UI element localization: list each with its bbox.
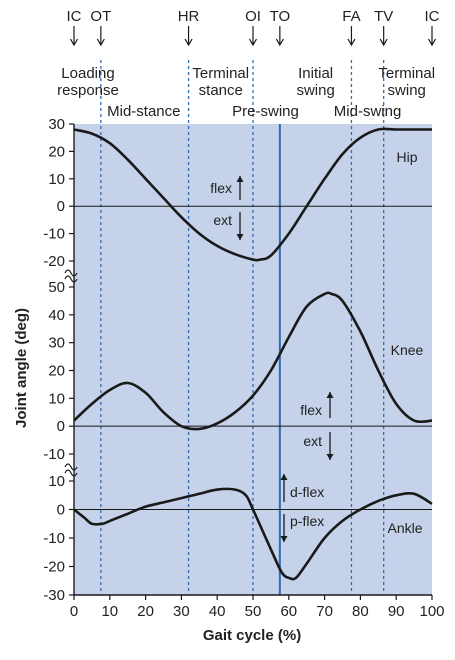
x-tick-label: 70 — [316, 603, 333, 620]
y-tick-label: 10 — [48, 473, 65, 490]
x-tick-label: 0 — [70, 603, 78, 620]
y-tick-label: 10 — [48, 171, 65, 188]
knee-curve — [73, 291, 433, 431]
x-tick-label: 20 — [137, 603, 154, 620]
flex-direction-label: flex — [300, 402, 322, 418]
event-arrow-head — [96, 38, 105, 47]
ext-direction-label: ext — [303, 433, 322, 449]
phase-label: Initial — [298, 65, 333, 82]
axis-break-mark — [64, 269, 78, 277]
y-tick-label: 0 — [57, 418, 65, 435]
phase-label: Terminal — [192, 65, 249, 82]
event-markers: IC OT HR OI TO FA TV IC — [67, 8, 440, 47]
hip-panel-label: Hip — [396, 149, 417, 165]
y-tick-label: -10 — [43, 530, 65, 547]
phase-label: Loading — [61, 65, 114, 82]
axis-break-mark — [64, 463, 78, 471]
x-tick-label: 80 — [352, 603, 369, 620]
event-arrow-head — [275, 38, 284, 47]
y-tick-label: 30 — [48, 116, 65, 133]
x-axis-title: Gait cycle (%) — [203, 627, 301, 644]
up-arrow-head — [236, 176, 244, 182]
event-arrow-head — [248, 38, 258, 47]
phase-label: swing — [296, 82, 334, 99]
x-tick-label: 10 — [101, 603, 118, 620]
down-arrow-head — [236, 234, 244, 240]
y-axis: 30 20 10 0 -10 -20 50 40 30 20 10 0 -10 10 0 -10 -20 -30 — [43, 116, 78, 604]
y-tick-label: 50 — [48, 279, 65, 296]
y-tick-label: 0 — [57, 502, 65, 519]
axis-break-mark — [64, 469, 78, 477]
event-lines — [100, 60, 385, 595]
x-tick-label: 40 — [209, 603, 226, 620]
event-label-tv: TV — [374, 8, 393, 25]
down-arrow-head — [326, 454, 334, 460]
event-label-ic: IC — [425, 8, 440, 25]
phase-labels: LoadingresponseMid-stanceTerminalstanceP… — [57, 65, 435, 120]
event-arrow-head — [379, 38, 388, 47]
y-axis-title: Joint angle (deg) — [13, 308, 30, 428]
ankle-curve — [73, 487, 433, 581]
event-label-oi: OI — [245, 8, 261, 25]
event-label-fa: FA — [342, 8, 360, 25]
axis-break-mark — [64, 275, 78, 283]
phase-label: swing — [388, 82, 426, 99]
event-arrow-head — [347, 38, 356, 47]
x-tick-label: 50 — [245, 603, 262, 620]
knee-panel-label: Knee — [391, 342, 424, 358]
event-arrow-head — [427, 38, 437, 47]
y-tick-label: 20 — [48, 363, 65, 380]
ankle-panel-label: Ankle — [387, 520, 422, 536]
phase-label: Mid-swing — [334, 103, 402, 120]
y-tick-label: 20 — [48, 143, 65, 160]
y-tick-label: 40 — [48, 307, 65, 324]
event-arrow-head — [69, 38, 79, 47]
curves — [73, 127, 433, 581]
phase-label: response — [57, 82, 119, 99]
ext-direction-label: p-flex — [290, 513, 324, 529]
phase-label: Mid-stance — [107, 103, 180, 120]
phase-label: Terminal — [378, 65, 435, 82]
event-label-ot: OT — [90, 8, 111, 25]
phase-label: Pre-swing — [232, 103, 299, 120]
panel-annotations: Hip flex ext Knee flex ext Ankle d-flex p-flex — [210, 149, 424, 542]
up-arrow-head — [280, 474, 288, 480]
ext-direction-label: ext — [213, 212, 232, 228]
y-tick-label: -10 — [43, 446, 65, 463]
event-label-to: TO — [270, 8, 291, 25]
up-arrow-head — [326, 392, 334, 398]
x-axis: 0 10 20 30 40 50 60 70 80 90 100 — [70, 594, 445, 620]
hip-curve — [73, 127, 432, 262]
y-tick-label: -10 — [43, 226, 65, 243]
y-tick-label: -30 — [43, 587, 65, 604]
y-tick-label: -20 — [43, 253, 65, 270]
down-arrow-head — [280, 536, 288, 542]
y-tick-label: 30 — [48, 335, 65, 352]
x-tick-label: 100 — [419, 603, 444, 620]
event-label-hr: HR — [178, 8, 200, 25]
phase-label: stance — [199, 82, 243, 99]
x-tick-label: 90 — [388, 603, 405, 620]
x-tick-label: 60 — [280, 603, 297, 620]
y-tick-label: 10 — [48, 390, 65, 407]
flex-direction-label: flex — [210, 180, 232, 196]
y-tick-label: -20 — [43, 559, 65, 576]
flex-direction-label: d-flex — [290, 484, 324, 500]
event-label-ic: IC — [67, 8, 82, 25]
event-arrow-head — [184, 38, 193, 47]
x-tick-label: 30 — [173, 603, 190, 620]
y-tick-label: 0 — [57, 198, 65, 215]
